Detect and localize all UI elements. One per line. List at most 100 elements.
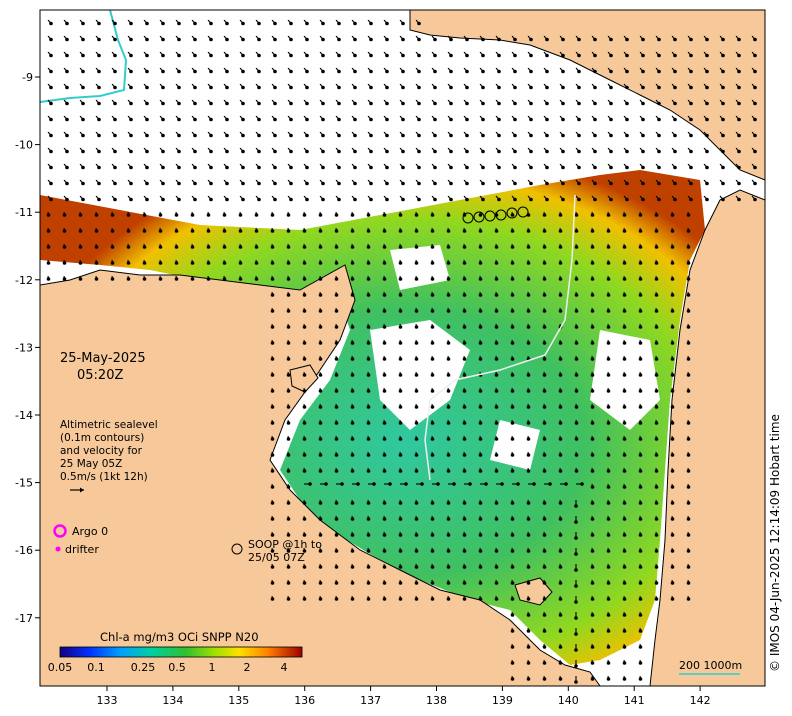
velocity-arrowhead — [161, 85, 165, 90]
velocity-arrowhead — [449, 101, 453, 106]
velocity-arrowhead — [302, 581, 307, 585]
velocity-arrowhead — [593, 117, 597, 122]
velocity-arrowhead — [510, 293, 515, 297]
velocity-arrowhead — [542, 309, 547, 313]
velocity-arrowhead — [318, 437, 323, 441]
velocity-arrowhead — [257, 69, 261, 74]
velocity-arrowhead — [622, 261, 627, 265]
velocity-arrowhead — [577, 149, 581, 154]
velocity-arrowhead — [401, 165, 405, 170]
velocity-arrowhead — [97, 21, 101, 26]
x-tick-label: 138 — [426, 694, 447, 707]
velocity-arrowhead — [545, 101, 549, 106]
velocity-arrowhead — [606, 325, 611, 329]
velocity-arrowhead — [273, 101, 277, 106]
velocity-arrowhead — [158, 277, 163, 281]
velocity-arrowhead — [574, 341, 579, 345]
velocity-arrowhead — [414, 373, 419, 377]
velocity-arrowhead — [302, 597, 307, 601]
velocity-arrowhead — [110, 245, 115, 249]
velocity-arrowhead — [81, 69, 85, 74]
velocity-arrowhead — [174, 213, 179, 217]
velocity-arrowhead — [161, 197, 165, 202]
velocity-arrowhead — [590, 661, 595, 665]
velocity-arrowhead — [606, 549, 611, 553]
velocity-arrowhead — [398, 309, 403, 313]
velocity-arrowhead — [78, 213, 83, 217]
velocity-arrowhead — [497, 133, 501, 138]
velocity-arrowhead — [417, 53, 421, 58]
velocity-arrowhead — [481, 37, 485, 42]
velocity-arrowhead — [321, 53, 325, 58]
velocity-arrowhead — [606, 213, 611, 217]
velocity-arrowhead — [545, 165, 549, 170]
velocity-arrowhead — [366, 581, 371, 585]
velocity-arrowhead — [369, 133, 373, 138]
velocity-arrowhead — [158, 213, 163, 217]
velocity-arrowhead — [673, 53, 677, 58]
velocity-arrowhead — [574, 213, 579, 217]
velocity-arrowhead — [542, 261, 547, 265]
velocity-arrowhead — [382, 517, 387, 521]
velocity-arrowhead — [81, 197, 85, 202]
velocity-arrowhead — [446, 581, 451, 585]
y-tick-label: -17 — [15, 612, 33, 625]
velocity-arrowhead — [526, 309, 531, 313]
velocity-arrowhead — [366, 357, 371, 361]
velocity-arrowhead — [622, 245, 627, 249]
velocity-arrowhead — [542, 245, 547, 249]
velocity-arrowhead — [721, 181, 725, 186]
velocity-arrowhead — [414, 565, 419, 569]
velocity-arrowhead — [465, 53, 469, 58]
velocity-arrowhead — [321, 21, 325, 26]
velocity-arrowhead — [145, 53, 149, 58]
velocity-arrowhead — [273, 53, 277, 58]
velocity-arrowhead — [606, 341, 611, 345]
velocity-arrowhead — [542, 645, 547, 649]
velocity-arrowhead — [62, 261, 67, 265]
velocity-arrowhead — [209, 21, 213, 26]
velocity-arrowhead — [145, 69, 149, 74]
velocity-arrowhead — [542, 405, 547, 409]
velocity-arrowhead — [302, 549, 307, 553]
velocity-arrowhead — [302, 453, 307, 457]
velocity-arrowhead — [481, 197, 485, 202]
velocity-arrowhead — [65, 53, 69, 58]
velocity-arrowhead — [305, 133, 309, 138]
velocity-arrowhead — [369, 85, 373, 90]
velocity-arrowhead — [510, 229, 515, 233]
velocity-arrowhead — [65, 133, 69, 138]
velocity-arrowhead — [334, 325, 339, 329]
velocity-arrowhead — [574, 373, 579, 377]
velocity-arrowhead — [318, 229, 323, 233]
velocity-arrowhead — [193, 53, 197, 58]
velocity-arrowhead — [385, 85, 389, 90]
velocity-arrowhead — [590, 229, 595, 233]
velocity-arrowhead — [241, 37, 245, 42]
velocity-arrowhead — [590, 309, 595, 313]
velocity-arrowhead — [526, 613, 531, 617]
velocity-arrowhead — [705, 181, 709, 186]
velocity-arrowhead — [398, 261, 403, 265]
velocity-arrowhead — [414, 549, 419, 553]
velocity-arrowhead — [510, 533, 515, 537]
velocity-arrowhead — [113, 181, 117, 186]
velocity-arrowhead — [350, 277, 355, 281]
velocity-arrowhead — [510, 325, 515, 329]
velocity-arrowhead — [113, 53, 117, 58]
velocity-arrowhead — [542, 453, 547, 457]
velocity-arrowhead — [241, 165, 245, 170]
velocity-arrowhead — [497, 85, 501, 90]
velocity-arrowhead — [398, 453, 403, 457]
velocity-arrowhead — [145, 165, 149, 170]
velocity-arrowhead — [238, 277, 243, 281]
velocity-arrowhead — [654, 469, 659, 473]
velocity-arrowhead — [305, 69, 309, 74]
velocity-arrowhead — [606, 581, 611, 585]
velocity-arrowhead — [558, 533, 563, 537]
velocity-arrowhead — [561, 133, 565, 138]
velocity-arrowhead — [462, 341, 467, 345]
velocity-arrowhead — [46, 213, 51, 217]
velocity-arrowhead — [465, 101, 469, 106]
velocity-arrowhead — [350, 405, 355, 409]
